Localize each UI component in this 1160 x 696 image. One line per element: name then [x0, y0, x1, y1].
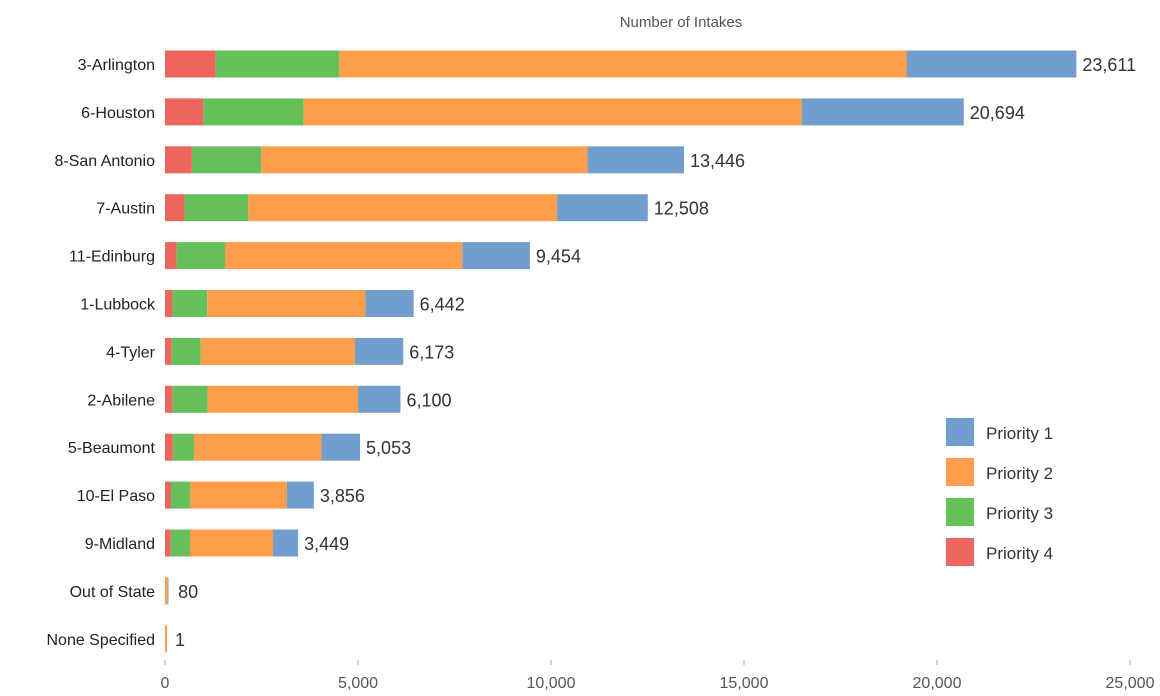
bar-segment-priority-3 [170, 529, 191, 557]
bar-segment-priority-4 [165, 433, 173, 461]
bar-segment-priority-3 [191, 146, 262, 174]
legend-label: Priority 2 [986, 464, 1053, 483]
category-label: 2-Abilene [87, 392, 155, 409]
bar-segment-priority-2 [339, 50, 907, 78]
bar-segment-min [165, 625, 167, 653]
category-label: 11-Edinburg [69, 249, 155, 266]
total-labels: 23,611 20,694 13,446 12,508 9,454 6,442 6,173 6… [175, 55, 1136, 650]
bar-segment-priority-2 [303, 98, 802, 126]
legend-swatch-priority-3 [946, 498, 974, 526]
category-label: 1-Lubbock [80, 297, 156, 314]
bar-segment-priority-1 [321, 433, 361, 461]
bar-segment-priority-2 [190, 529, 274, 557]
bar-segment-priority-1 [557, 194, 648, 222]
total-label: 5,053 [366, 438, 411, 458]
x-tick-label: 10,000 [527, 675, 576, 692]
bar-segment-priority-2 [194, 433, 322, 461]
total-label: 80 [178, 582, 198, 602]
legend-swatch-priority-2 [946, 458, 974, 486]
bar-segment-priority-4 [165, 529, 171, 557]
bar-segment-priority-1 [286, 481, 314, 509]
bar-segment-priority-1 [587, 146, 685, 174]
bar-segment-priority-4 [165, 50, 216, 78]
category-label: 4-Tyler [106, 344, 156, 361]
bar-segment-priority-1 [462, 242, 530, 270]
total-label: 1 [175, 630, 185, 650]
bar-segment-priority-1 [801, 98, 964, 126]
x-tick-label: 5,000 [338, 675, 378, 692]
bar-segment-priority-1 [355, 337, 404, 365]
category-label: 10-El Paso [77, 488, 155, 505]
bar-segment-priority-4 [165, 146, 192, 174]
bar-segment-priority-3 [171, 337, 201, 365]
total-label: 6,442 [420, 295, 465, 315]
bar-segment-priority-1 [273, 529, 299, 557]
bar-segment-priority-4 [165, 242, 177, 270]
x-tick-label: 15,000 [720, 675, 769, 692]
legend-swatch-priority-4 [946, 538, 974, 566]
bar-segment-priority-3 [172, 385, 208, 413]
x-tick-label: 20,000 [913, 675, 962, 692]
bar-segment-priority-4 [165, 194, 185, 222]
total-label: 6,100 [406, 390, 451, 410]
x-tick-label: 25,000 [1106, 675, 1155, 692]
bar-segment-priority-4 [165, 337, 172, 365]
bar-segment-priority-4 [165, 290, 173, 317]
total-label: 20,694 [970, 103, 1025, 123]
category-label: 3-Arlington [78, 57, 155, 74]
legend: Priority 1 Priority 2 Priority 3 Priority 4 [946, 418, 1053, 566]
bar-segment-priority-4 [165, 98, 204, 126]
bar-segment-priority-4 [165, 481, 172, 509]
category-labels: 3-Arlington 6-Houston 8-San Antonio 7-Austi… [46, 57, 156, 649]
total-label: 9,454 [536, 247, 581, 267]
x-tick-label: 0 [161, 675, 170, 692]
bar-segment-priority-1 [358, 385, 401, 413]
category-label: Out of State [70, 584, 155, 601]
bar-segment-priority-1 [906, 50, 1077, 78]
bar-segment-priority-2 [190, 481, 287, 509]
bar-segment-priority-2 [248, 194, 558, 222]
bar-segment-priority-3 [203, 98, 304, 126]
bar-segment-priority-3 [172, 433, 195, 461]
category-label: 6-Houston [81, 105, 155, 122]
bar-segment-priority-2 [207, 290, 366, 317]
bar-segment-priority-3 [171, 481, 191, 509]
bar-segment-priority-3 [215, 50, 340, 78]
total-label: 6,173 [409, 342, 454, 362]
legend-label: Priority 4 [986, 544, 1053, 563]
total-label: 23,611 [1082, 55, 1136, 75]
bar-segment-priority-2 [200, 337, 356, 365]
x-axis-title: Number of Intakes [620, 14, 743, 31]
total-label: 3,856 [320, 486, 365, 506]
category-label: 9-Midland [85, 536, 155, 553]
bar-segment-priority-4 [165, 385, 173, 413]
category-label: 8-San Antonio [54, 153, 155, 170]
bar-segment-priority-3 [172, 290, 208, 317]
bar-segment-priority-2 [207, 385, 358, 413]
legend-label: Priority 3 [986, 504, 1053, 523]
bar-segment-min [165, 577, 167, 605]
bar-segment-priority-1 [167, 577, 169, 605]
bar-segment-priority-3 [176, 242, 225, 270]
total-label: 13,446 [690, 151, 745, 171]
bar-segment-priority-2 [261, 146, 588, 174]
bar-segment-priority-3 [184, 194, 249, 222]
category-label: 7-Austin [96, 201, 155, 218]
legend-label: Priority 1 [986, 424, 1053, 443]
bars-group [165, 50, 1077, 653]
legend-swatch-priority-1 [946, 418, 974, 446]
total-label: 3,449 [304, 534, 349, 554]
category-label: 5-Beaumont [68, 440, 156, 457]
bar-segment-priority-1 [365, 290, 414, 317]
total-label: 12,508 [654, 199, 709, 219]
category-label: None Specified [46, 632, 155, 649]
bar-segment-priority-2 [224, 242, 463, 270]
x-axis: 0 5,000 10,000 15,000 20,000 25,000 [161, 660, 1155, 692]
